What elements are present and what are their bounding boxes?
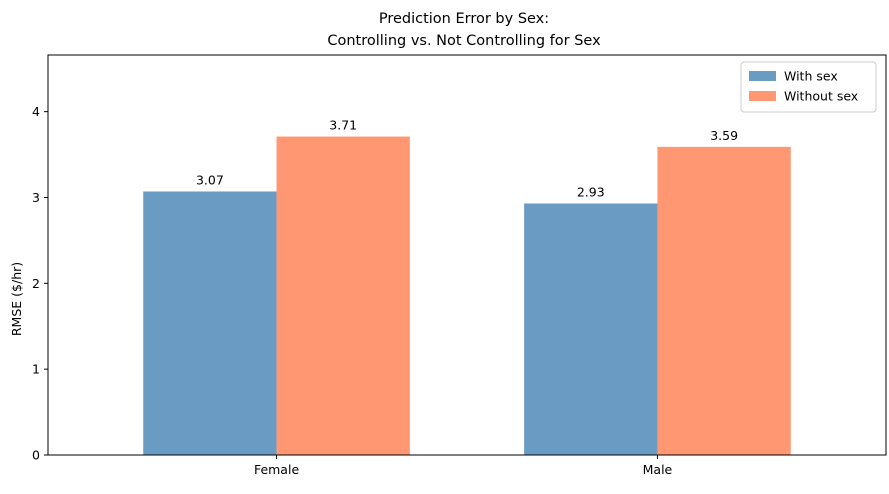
- bar-male-without-sex: [657, 146, 791, 455]
- legend-label: With sex: [784, 69, 838, 84]
- y-tick-label: 3: [32, 190, 40, 205]
- y-tick-label: 0: [32, 448, 40, 463]
- x-tick-label: Female: [254, 462, 300, 477]
- legend-label: Without sex: [784, 89, 858, 104]
- y-tick-label: 2: [32, 276, 40, 291]
- bar-female-with-sex: [143, 191, 277, 455]
- bar-male-with-sex: [524, 203, 658, 455]
- y-axis: 0 1 2 3 4: [32, 104, 48, 463]
- bar-female-without-sex: [276, 136, 410, 456]
- data-labels-group: 3.07 3.71 2.93 3.59: [196, 118, 738, 200]
- y-axis-label: RMSE ($/hr): [9, 262, 24, 336]
- plot-frame: [47, 54, 887, 456]
- y-tick-label: 4: [32, 104, 40, 119]
- legend: With sex Without sex: [740, 61, 877, 113]
- data-label: 3.59: [710, 128, 738, 143]
- data-label: 3.71: [329, 118, 357, 133]
- x-axis: Female Male: [254, 455, 673, 477]
- x-tick-label: Male: [643, 462, 673, 477]
- chart-title-line-1: Prediction Error by Sex:: [379, 11, 549, 27]
- chart-title-line-2: Controlling vs. Not Controlling for Sex: [327, 33, 601, 49]
- data-label: 2.93: [577, 184, 605, 199]
- data-label: 3.07: [196, 172, 224, 187]
- y-tick-label: 1: [32, 362, 40, 377]
- legend-swatch: [749, 71, 776, 81]
- bars-group: [143, 136, 791, 456]
- legend-swatch: [749, 91, 776, 101]
